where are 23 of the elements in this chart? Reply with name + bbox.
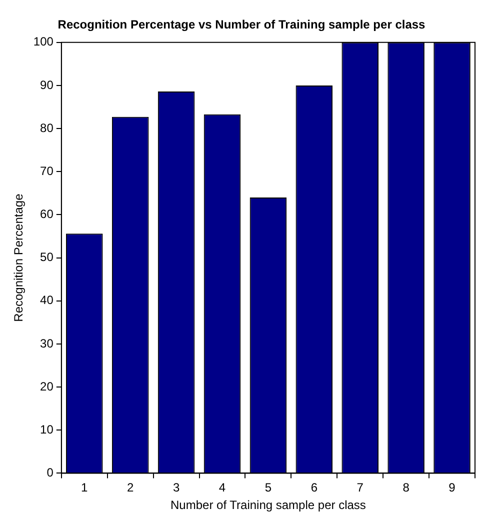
y-tick-label: 70	[40, 164, 54, 178]
y-tick-label: 20	[40, 379, 54, 394]
x-tick-label: 1	[81, 480, 88, 495]
x-tick-label: 8	[402, 480, 410, 495]
x-axis-title: Number of Training sample per class	[170, 498, 366, 512]
y-tick-label: 30	[40, 336, 54, 350]
x-tick-label: 3	[172, 480, 180, 495]
x-tick-label: 7	[356, 480, 364, 495]
chart-title: Recognition Percentage vs Number of Training sample per class	[58, 18, 426, 32]
y-tick-label: 60	[40, 207, 54, 222]
y-tick-label: 80	[40, 120, 54, 135]
y-tick-label: 40	[40, 293, 54, 308]
y-tick-label: 0	[46, 466, 54, 480]
x-tick-label: 6	[310, 480, 318, 495]
x-tick-label: 2	[127, 480, 134, 495]
y-tick-label: 90	[40, 78, 54, 92]
y-tick-label: 100	[33, 34, 54, 49]
x-tick-label: 4	[218, 480, 226, 495]
y-axis-title: Recognition Percentage	[12, 193, 26, 322]
x-tick-label: 5	[264, 480, 272, 495]
x-tick-label: 9	[448, 480, 456, 495]
y-tick-label: 50	[40, 250, 54, 264]
y-tick-label: 10	[40, 422, 54, 436]
